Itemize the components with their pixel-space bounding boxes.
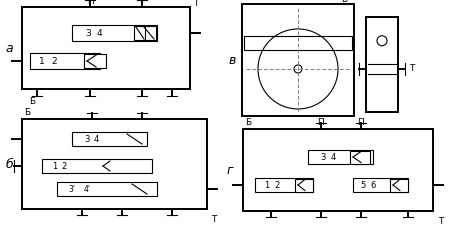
Text: в: в	[228, 54, 236, 67]
Bar	[42, 159, 152, 173]
Text: 3: 3	[320, 153, 326, 162]
Bar	[244, 37, 352, 51]
Bar	[243, 129, 433, 211]
Text: 3: 3	[85, 29, 91, 38]
Text: Т: Т	[438, 217, 444, 225]
Text: 4: 4	[96, 29, 102, 38]
Bar	[72, 132, 147, 146]
Text: 1: 1	[53, 162, 57, 171]
Text: Б: Б	[29, 97, 35, 106]
Text: П: П	[87, 0, 93, 6]
Bar	[353, 178, 408, 192]
Bar	[30, 54, 100, 70]
Bar	[308, 150, 373, 164]
Text: 2: 2	[51, 57, 57, 66]
Text: Т: Т	[211, 215, 217, 224]
Bar	[134, 27, 156, 41]
Bar	[22, 8, 190, 90]
Text: 2: 2	[274, 181, 280, 190]
Bar	[84, 55, 106, 69]
Text: Т: Т	[194, 0, 199, 9]
Text: 3': 3'	[69, 185, 75, 194]
Bar	[57, 182, 157, 196]
Text: Б: Б	[245, 118, 251, 127]
Text: 5: 5	[361, 181, 365, 190]
Text: 4: 4	[93, 135, 99, 144]
Text: Б: Б	[24, 108, 30, 117]
Text: П: П	[357, 118, 365, 127]
Bar	[366, 18, 398, 112]
Text: П: П	[317, 118, 324, 127]
Bar	[390, 179, 408, 192]
Text: г: г	[227, 164, 233, 177]
Text: Т: Т	[409, 64, 415, 73]
Text: а: а	[5, 42, 13, 55]
Text: 6: 6	[370, 181, 376, 190]
Text: 2: 2	[62, 162, 66, 171]
Text: б: б	[5, 158, 13, 171]
Bar	[242, 5, 354, 116]
Bar	[72, 26, 157, 42]
Bar	[255, 178, 313, 192]
Text: 3: 3	[84, 135, 90, 144]
Text: 4: 4	[330, 153, 335, 162]
Bar	[22, 119, 207, 209]
Text: 1: 1	[39, 57, 45, 66]
Bar	[350, 151, 370, 164]
Bar	[295, 179, 313, 192]
Text: Б: Б	[341, 0, 347, 3]
Text: 1: 1	[264, 181, 270, 190]
Text: 4': 4'	[84, 185, 91, 194]
